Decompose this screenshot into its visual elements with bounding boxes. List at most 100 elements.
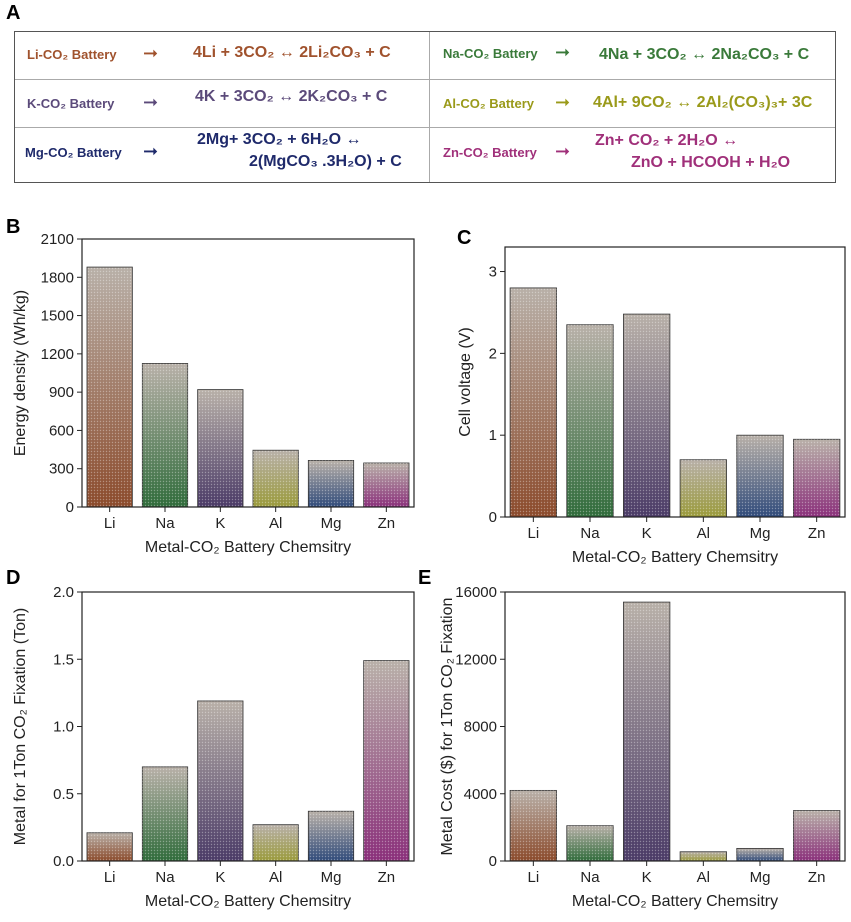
panel-label-a: A [6,2,21,24]
chart-b-ytick-label: 300 [49,461,74,478]
reaction-table: Li-CO₂ Battery ➞ 4Li + 3CO₂ ↔ 2Li₂CO₃ + … [14,31,836,183]
chart-d-bar-texture-zn [363,660,410,861]
chart-e-group: Li Na K Al Mg Zn 0 4000 8000 12000 16000 Metal-CO₂ … [439,584,846,910]
chart-c-frame [504,246,846,518]
al-arrow-icon: ➞ [555,92,571,113]
chart-b-bar-texture-zn [363,462,410,507]
chart-b-xtick-label: Li [104,515,116,532]
chart-d-ytick-label: 2.0 [53,584,74,601]
chart-c-xtick-label: Na [580,525,600,542]
chart-e-xtick-label: Mg [750,869,771,886]
chart-e-xtick-label: K [642,869,652,886]
chart-d-xlabel: Metal-CO₂ Battery Chemsitry [145,893,351,910]
chart-d-bar-texture-li [86,832,133,861]
table-divider-vertical [429,32,430,182]
chart-b-xlabel: Metal-CO₂ Battery Chemsitry [145,539,351,556]
chart-c-bar-texture-na [566,324,614,517]
chart-d-xtick-label: Na [155,869,175,886]
chart-e-xtick-label: Li [527,869,539,886]
chart-e-bar-texture-na [566,825,614,861]
chart-d-xtick-label: Al [269,869,282,886]
chart-c-xtick-label: Zn [808,525,826,542]
li-arrow-icon: ➞ [143,43,159,64]
chart-b-ytick-label: 600 [49,422,74,439]
zn-arrow-icon: ➞ [555,141,571,162]
chart-e-ytick-label: 0 [489,853,497,870]
chart-b-ytick-label: 1500 [41,308,74,325]
k-equation: 4K + 3CO₂ ↔ 2K₂CO₃ + C [195,88,388,105]
chart-e-ytick-label: 16000 [455,584,497,601]
chart-b-ytick-label: 1200 [41,346,74,363]
chart-e-bar-texture-k [623,602,670,861]
chart-c-bar-texture-li [510,287,557,517]
chart-c-bar-texture-al [680,459,727,517]
na-arrow-icon: ➞ [555,42,571,63]
chart-d-bar-texture-al [252,824,299,861]
chart-e-xtick-label: Zn [808,869,826,886]
chart-c-bar-texture-zn [793,439,840,517]
chart-b-bar-texture-al [252,450,299,507]
chart-c-group: Li Na K Al Mg Zn 0 1 2 3 Metal-CO₂ Battery Chemsit… [457,246,846,566]
chart-c-ylabel: Cell voltage (V) [457,327,474,436]
chart-d-ytick-label: 1.5 [53,651,74,668]
chart-c-xtick-label: Al [697,525,710,542]
chart-c-xlabel: Metal-CO₂ Battery Chemsitry [572,549,778,566]
chart-d-bar-texture-k [197,700,244,861]
chart-d-xtick-label: Li [104,869,116,886]
chart-b-xtick-label: Zn [378,515,396,532]
table-divider-row1 [15,79,835,80]
chart-c-xtick-label: Mg [750,525,771,542]
chart-c-xtick-label: K [642,525,652,542]
panel-label-d: D [6,567,21,589]
chart-b-ytick-label: 2100 [41,231,74,248]
chart-c-ytick-label: 1 [489,427,497,444]
chart-d-ylabel: Metal for 1Ton CO₂ Fixation (Ton) [12,608,29,845]
chart-d-bar-texture-na [142,766,188,861]
mg-battery-label: Mg-CO₂ Battery [25,145,122,160]
li-battery-label: Li-CO₂ Battery [27,47,117,62]
chart-b-ylabel: Energy density (Wh/kg) [12,290,29,456]
chart-e-ylabel: Metal Cost ($) for 1Ton CO₂ Fixation [439,598,456,856]
chart-b-group: Li Na K Al Mg Zn 0 300 600 900 1200 1500 1800 2100 Met… [12,231,415,556]
chart-e-bar-texture-al [680,851,727,861]
chart-c-ytick-label: 2 [489,345,497,362]
zn-equation-line1: Zn+ CO₂ + 2H₂O ↔ [595,132,739,149]
chart-b-xtick-label: Mg [321,515,342,532]
chart-c-ytick-label: 3 [489,264,497,281]
chart-d-xtick-label: Mg [321,869,342,886]
chart-e-xtick-label: Na [580,869,600,886]
k-battery-label: K-CO₂ Battery [27,96,115,111]
chart-b-bar-texture-li [86,267,133,507]
zn-battery-label: Zn-CO₂ Battery [443,145,537,160]
mg-equation-line2: 2(MgCO₃ .3H₂O) + C [249,153,402,170]
chart-e-bar-texture-li [510,790,557,861]
chart-d-ytick-label: 0.0 [53,853,74,870]
chart-b-ytick-label: 900 [49,384,74,401]
panel-label-b: B [6,216,21,238]
chart-c-bar-texture-k [623,314,670,517]
chart-e-ytick-label: 12000 [455,651,497,668]
chart-b-bar-texture-na [142,363,188,507]
chart-d-ytick-label: 0.5 [53,786,74,803]
chart-e-xlabel: Metal-CO₂ Battery Chemsitry [572,893,778,910]
chart-e-bar-texture-zn [793,810,840,861]
li-equation: 4Li + 3CO₂ ↔ 2Li₂CO₃ + C [193,44,391,61]
chart-d-xtick-label: Zn [378,869,396,886]
chart-b-ytick-label: 0 [66,499,74,516]
table-divider-row2 [15,127,835,128]
chart-b-bar-texture-k [197,389,244,507]
al-battery-label: Al-CO₂ Battery [443,96,535,111]
chart-c-bar-texture-mg [736,435,784,517]
chart-b-frame [81,238,415,508]
chart-c-ytick-label: 0 [489,509,497,526]
chart-e-ytick-label: 8000 [464,719,497,736]
chart-b-xtick-label: K [215,515,225,532]
chart-d-group: Li Na K Al Mg Zn 0.0 0.5 1.0 1.5 2.0 Metal-CO₂ Batt… [12,584,415,910]
chart-e-ytick-label: 4000 [464,786,497,803]
na-battery-label: Na-CO₂ Battery [443,46,538,61]
chart-e-bar-texture-mg [736,848,784,861]
k-arrow-icon: ➞ [143,92,159,113]
zn-equation-line2: ZnO + HCOOH + H₂O [631,154,791,171]
panel-label-c: C [457,227,472,249]
